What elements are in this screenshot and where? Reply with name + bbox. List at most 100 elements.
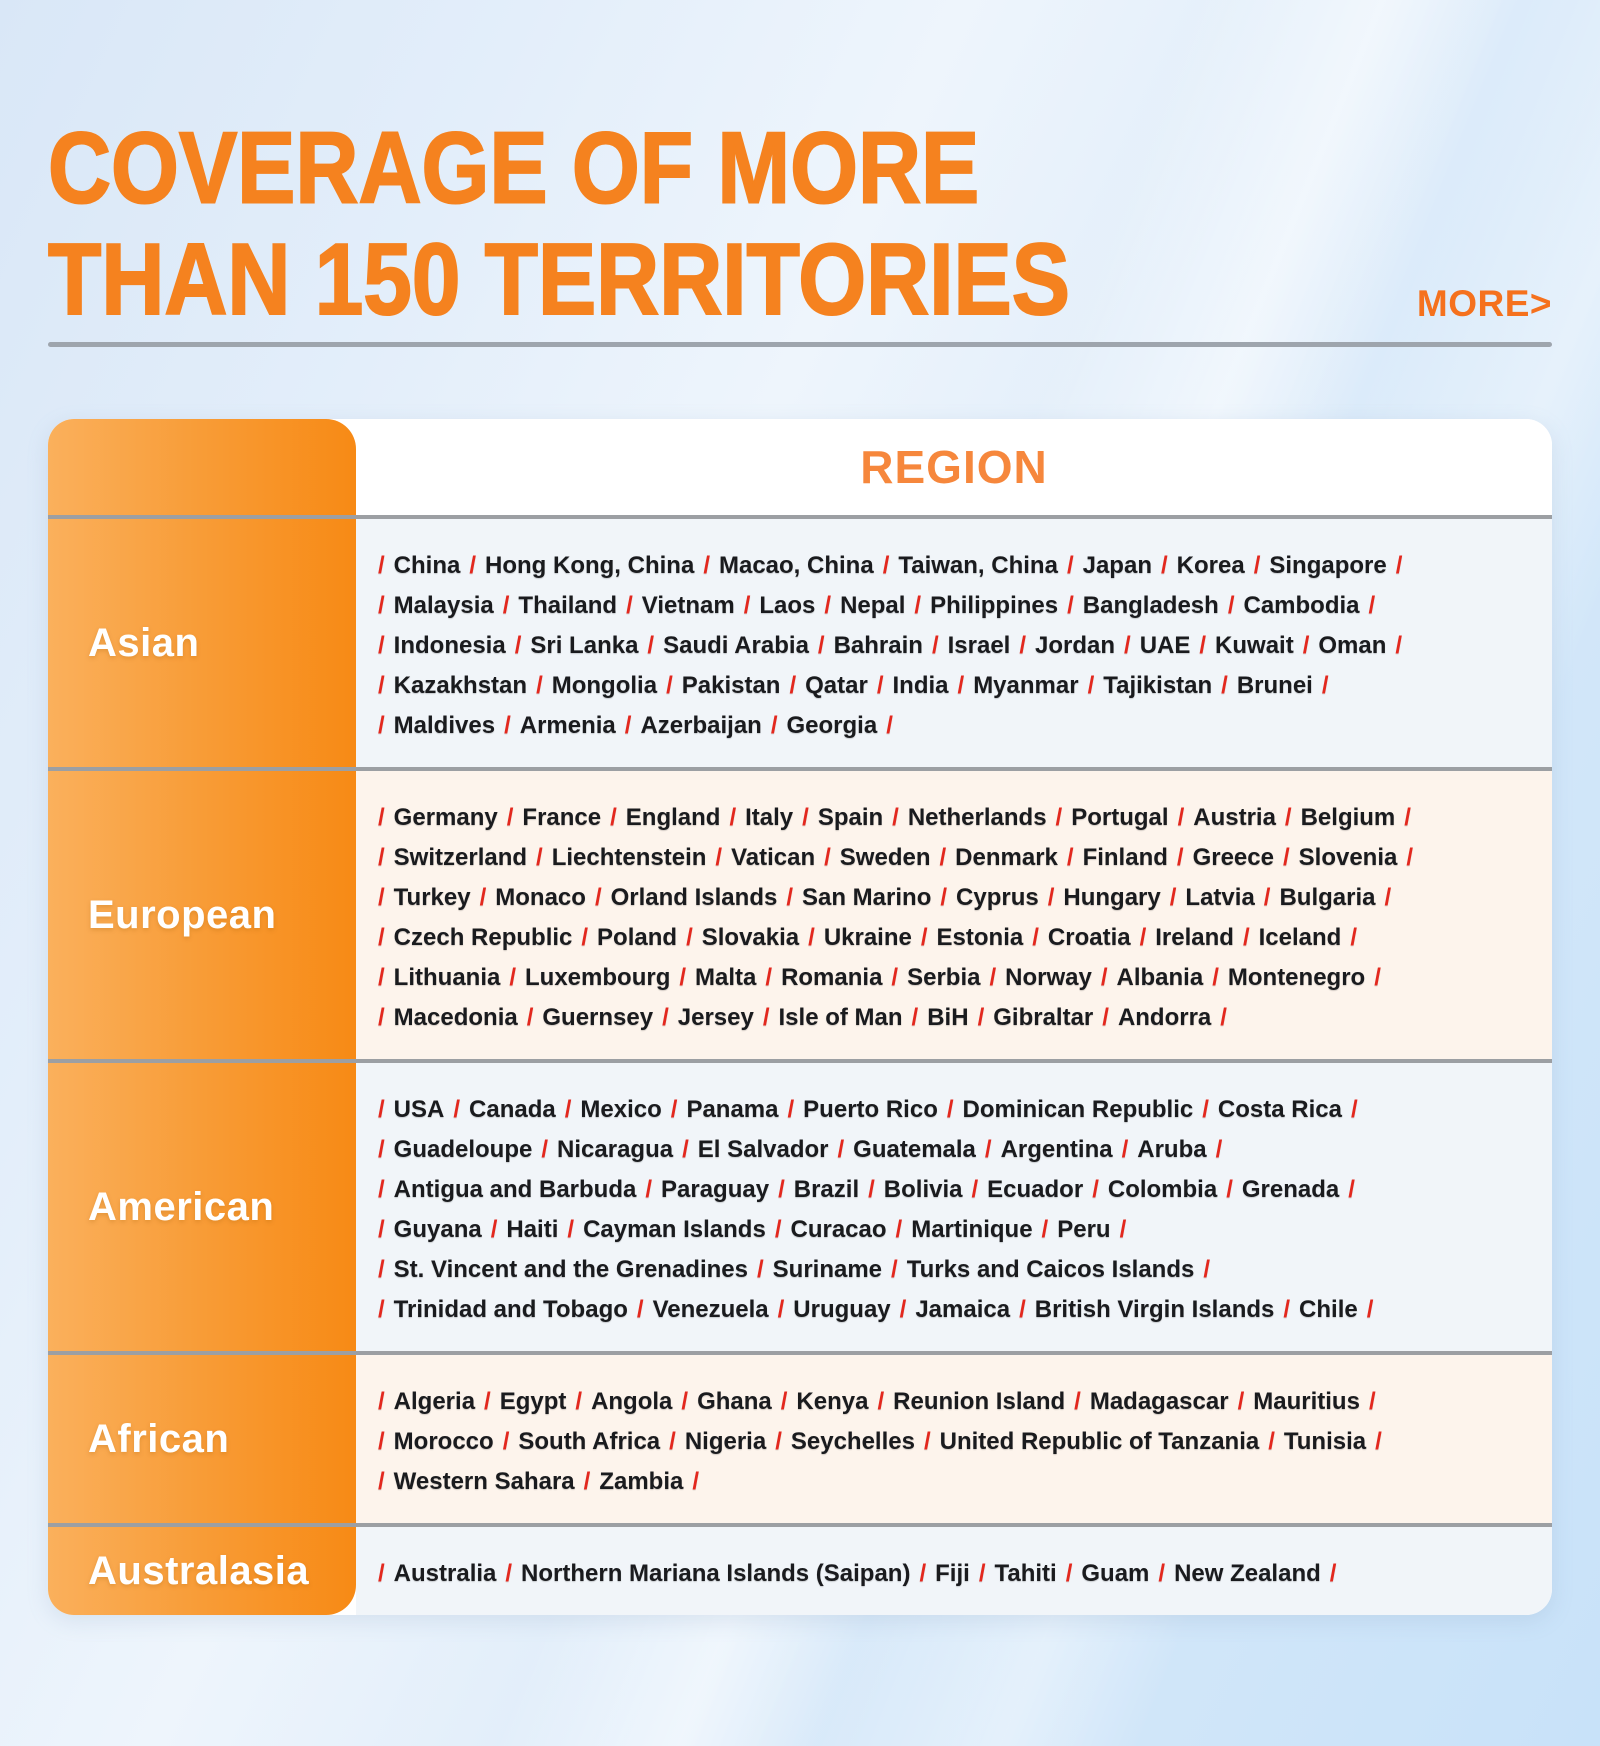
- country-name: Oman: [1318, 632, 1387, 659]
- slash-separator: /: [1066, 844, 1074, 871]
- country-name: Nepal: [840, 592, 906, 619]
- slash-separator: /: [940, 884, 948, 911]
- country-line: / Turkey / Monaco / Orland Islands / San Marino…: [378, 878, 1534, 918]
- page-title-line2: THAN 150 TERRITORIES: [47, 222, 1071, 336]
- more-link[interactable]: MORE>: [1416, 283, 1552, 324]
- country-name: Macedonia: [393, 1004, 518, 1031]
- slash-separator: /: [610, 804, 617, 831]
- slash-separator: /: [1032, 924, 1039, 951]
- slash-separator: /: [957, 672, 965, 699]
- slash-separator: /: [679, 964, 687, 991]
- slash-separator: /: [892, 804, 899, 831]
- country-name: Mexico: [580, 1096, 662, 1123]
- slash-separator: /: [378, 1216, 385, 1243]
- slash-separator: /: [1321, 672, 1329, 699]
- slash-separator: /: [670, 1096, 678, 1123]
- country-name: Myanmar: [973, 672, 1079, 699]
- country-name: Cyprus: [956, 884, 1039, 911]
- country-line: / Guyana / Haiti / Cayman Islands / Curacao / Mar…: [378, 1210, 1534, 1250]
- slash-separator: /: [575, 1388, 583, 1415]
- slash-separator: /: [1283, 1296, 1291, 1323]
- region-label: African: [88, 1416, 230, 1461]
- country-name: Bolivia: [883, 1176, 963, 1203]
- slash-separator: /: [378, 1468, 385, 1495]
- slash-separator: /: [899, 1296, 907, 1323]
- slash-separator: /: [378, 1176, 385, 1203]
- slash-separator: /: [1087, 672, 1095, 699]
- country-name: Ireland: [1155, 924, 1234, 951]
- slash-separator: /: [505, 1560, 513, 1587]
- country-name: Austria: [1193, 804, 1276, 831]
- slash-separator: /: [536, 672, 543, 699]
- country-name: Jamaica: [915, 1296, 1011, 1323]
- country-name: Australia: [393, 1560, 497, 1587]
- country-name: Kuwait: [1215, 632, 1294, 659]
- hero-section: COVERAGE OF MORE THAN 150 TERRITORIES MO…: [47, 0, 1552, 347]
- country-name: New Zealand: [1174, 1560, 1321, 1587]
- slash-separator: /: [1268, 1428, 1275, 1455]
- country-name: Philippines: [930, 592, 1059, 619]
- slash-separator: /: [1395, 552, 1403, 579]
- slash-separator: /: [636, 1296, 644, 1323]
- slash-separator: /: [1329, 1560, 1337, 1587]
- country-name: Angola: [591, 1388, 673, 1415]
- slash-separator: /: [1350, 1096, 1358, 1123]
- slash-separator: /: [1160, 552, 1168, 579]
- country-name: Latvia: [1185, 884, 1255, 911]
- slash-separator: /: [469, 552, 477, 579]
- country-name: Netherlands: [907, 804, 1047, 831]
- slash-separator: /: [978, 1560, 986, 1587]
- country-name: Malta: [695, 964, 757, 991]
- slash-separator: /: [1348, 1176, 1355, 1203]
- slash-separator: /: [817, 632, 825, 659]
- country-name: Ghana: [697, 1388, 772, 1415]
- country-name: Gibraltar: [993, 1004, 1094, 1031]
- slash-separator: /: [504, 712, 511, 739]
- country-name: Seychelles: [790, 1428, 915, 1455]
- slash-separator: /: [1227, 592, 1235, 619]
- slash-separator: /: [1368, 592, 1376, 619]
- country-name: Japan: [1082, 552, 1152, 579]
- country-line: / Guadeloupe / Nicaragua / El Salvador / Guatem…: [378, 1130, 1534, 1170]
- country-name: Taiwan, China: [898, 552, 1058, 579]
- slash-separator: /: [502, 592, 510, 619]
- slash-separator: /: [1169, 884, 1177, 911]
- country-name: Israel: [947, 632, 1011, 659]
- country-line: / St. Vincent and the Grenadines / Suriname…: [378, 1250, 1534, 1290]
- country-line: / Australia / Northern Mariana Islands (Sai…: [378, 1554, 1534, 1594]
- page-title-line1: COVERAGE OF MORE: [47, 110, 980, 225]
- country-name: Nicaragua: [557, 1136, 674, 1163]
- region-label: Australasia: [88, 1548, 310, 1593]
- region-cell-african: African: [48, 1355, 356, 1523]
- slash-separator: /: [378, 1560, 385, 1587]
- country-line: / Macedonia / Guernsey / Jersey / Isle of Man / B…: [378, 998, 1534, 1038]
- slash-separator: /: [1395, 632, 1403, 659]
- slash-separator: /: [378, 672, 385, 699]
- country-name: Colombia: [1107, 1176, 1218, 1203]
- country-name: Estonia: [936, 924, 1024, 951]
- country-name: Liechtenstein: [551, 844, 707, 871]
- country-list-cell: / USA / Canada / Mexico / Panama / Puerto Rico / Do…: [356, 1063, 1552, 1351]
- slash-separator: /: [971, 1176, 979, 1203]
- country-name: Isle of Man: [778, 1004, 903, 1031]
- country-name: Lithuania: [393, 964, 501, 991]
- region-cell-american: American: [48, 1063, 356, 1351]
- country-name: Algeria: [393, 1388, 476, 1415]
- slash-separator: /: [692, 1468, 700, 1495]
- country-line: / Indonesia / Sri Lanka / Saudi Arabia / Bahrai…: [378, 626, 1534, 666]
- slash-separator: /: [775, 1428, 782, 1455]
- slash-separator: /: [479, 884, 487, 911]
- slash-separator: /: [681, 1388, 689, 1415]
- country-name: Romania: [781, 964, 883, 991]
- country-name: El Salvador: [697, 1136, 829, 1163]
- slash-separator: /: [1350, 924, 1357, 951]
- slash-separator: /: [774, 1216, 782, 1243]
- country-line: / Switzerland / Liechtenstein / Vatican / Swede…: [378, 838, 1534, 878]
- slash-separator: /: [682, 1136, 689, 1163]
- title-divider: [48, 342, 1552, 347]
- country-name: Croatia: [1047, 924, 1131, 951]
- slash-separator: /: [1242, 924, 1250, 951]
- slash-separator: /: [502, 1428, 510, 1455]
- slash-separator: /: [923, 1428, 931, 1455]
- country-name: Slovakia: [701, 924, 800, 951]
